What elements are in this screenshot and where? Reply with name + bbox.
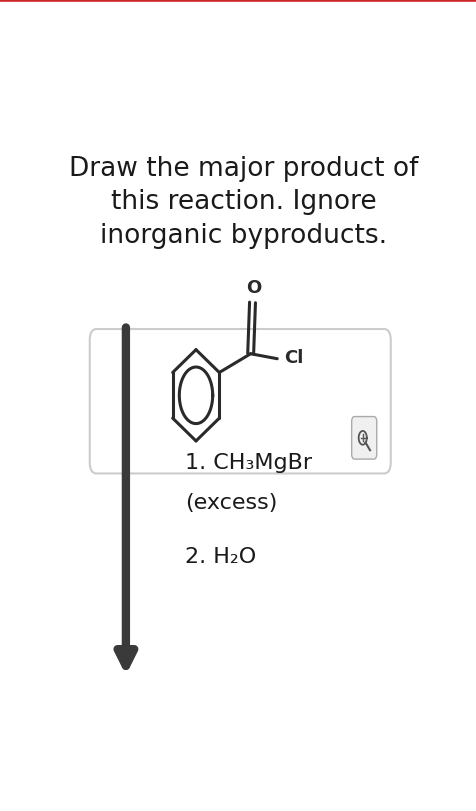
Text: O: O (246, 278, 261, 297)
Text: Cl: Cl (284, 349, 303, 367)
Text: 1. CH₃MgBr: 1. CH₃MgBr (185, 453, 312, 473)
Text: Draw the major product of: Draw the major product of (69, 157, 419, 182)
FancyBboxPatch shape (90, 329, 391, 474)
FancyBboxPatch shape (352, 417, 377, 460)
Text: this reaction. Ignore: this reaction. Ignore (111, 189, 377, 215)
Text: inorganic byproducts.: inorganic byproducts. (100, 223, 387, 249)
Text: 2. H₂O: 2. H₂O (185, 547, 256, 566)
Text: (excess): (excess) (185, 492, 278, 512)
